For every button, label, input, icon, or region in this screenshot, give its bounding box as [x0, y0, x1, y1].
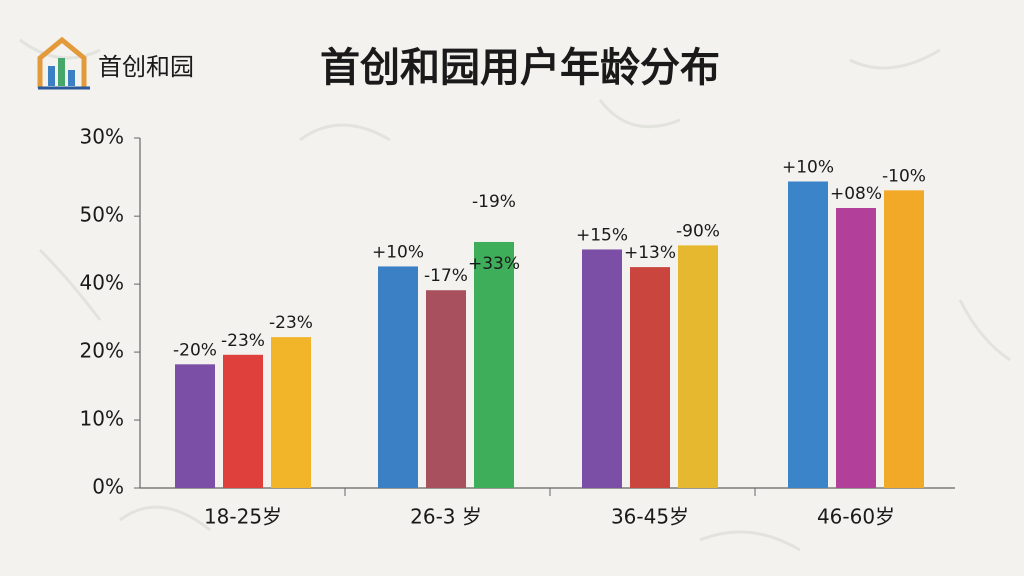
bar — [836, 208, 876, 488]
bar — [788, 181, 828, 488]
x-tick-label: 18-25岁 — [204, 505, 282, 529]
chart-title: 首创和园用户年龄分布 — [320, 45, 720, 91]
bar — [630, 267, 670, 488]
bar — [678, 245, 718, 488]
bar — [175, 364, 215, 488]
x-tick-label: 36-45岁 — [611, 505, 689, 529]
bar — [582, 249, 622, 488]
bar — [378, 266, 418, 488]
y-tick-label: 30% — [80, 125, 124, 149]
data-label: -19% — [472, 192, 516, 212]
data-label: -10% — [882, 166, 926, 186]
data-label: +33% — [468, 254, 520, 274]
data-label: +10% — [372, 242, 424, 262]
bar — [426, 290, 466, 488]
data-label: +15% — [576, 225, 628, 245]
y-tick-label: 0% — [92, 475, 124, 499]
x-tick-label: 26-3 岁 — [410, 505, 482, 529]
x-tick-label: 46-60岁 — [817, 505, 895, 529]
bar — [474, 241, 514, 488]
bar — [223, 354, 263, 488]
data-label: -23% — [269, 313, 313, 333]
y-tick-label: 20% — [80, 339, 124, 363]
y-tick-label: 40% — [80, 271, 124, 295]
y-tick-label: 50% — [80, 203, 124, 227]
data-label: +08% — [830, 184, 882, 204]
bar — [884, 190, 924, 489]
data-label: +10% — [782, 157, 834, 177]
logo-text: 首创和园 — [98, 53, 194, 81]
data-label: -17% — [424, 266, 468, 286]
bar — [271, 337, 311, 488]
logo-icon — [37, 36, 90, 90]
data-label: -90% — [676, 221, 720, 241]
data-label: -20% — [173, 340, 217, 360]
data-label: +13% — [624, 243, 676, 263]
data-label: -23% — [221, 331, 265, 351]
background-pattern — [19, 38, 1011, 552]
y-tick-label: 10% — [80, 407, 124, 431]
